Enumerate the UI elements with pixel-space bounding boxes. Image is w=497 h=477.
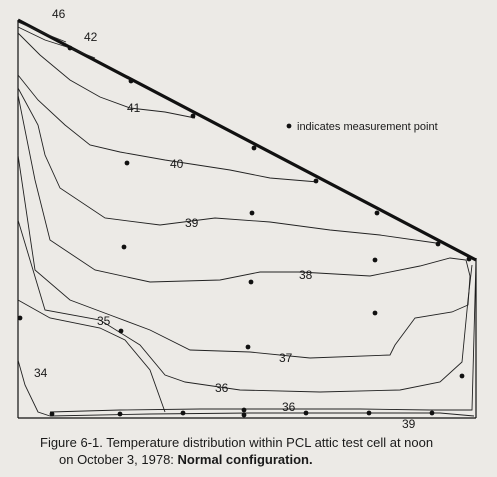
isotherm-35 [17,299,166,413]
isotherm-lines [17,21,477,417]
measurement-point [372,257,378,263]
caption-line-2: on October 3, 1978: Normal configuration… [40,451,490,468]
measurement-point [249,210,255,216]
figure-caption: Figure 6-1. Temperature distribution wit… [40,434,490,468]
contour-label-42: 42 [84,30,98,44]
isotherm-42 [17,26,96,59]
measurement-point [190,113,196,119]
measurement-point [180,410,186,416]
isotherm-39 [17,87,437,244]
contour-label-39-floor: 39 [402,417,416,430]
measurement-point [248,279,254,285]
measurement-point [466,256,472,262]
isotherm-36-floor [49,259,477,413]
attic-temperature-contour-diagram: indicates measurement point 46 42 41 40 … [17,7,477,430]
contour-label-39: 39 [185,216,199,230]
isotherm-36 [17,219,473,393]
measurement-point [429,410,435,416]
measurement-point [241,407,247,413]
measurement-point [245,344,251,350]
contour-label-40: 40 [170,157,184,171]
isotherm-40 [17,74,319,183]
legend-text: indicates measurement point [297,121,438,133]
measurement-point [251,145,257,151]
contour-label-41: 41 [127,101,141,115]
caption-configuration: Normal configuration. [177,452,313,467]
measurement-point [313,178,319,184]
measurement-point [49,411,55,417]
measurement-point [303,410,309,416]
attic-outline [17,20,477,419]
contour-label-36-floor: 36 [282,400,296,414]
legend-marker [286,123,292,129]
measurement-point [128,78,134,84]
measurement-points [17,45,472,418]
caption-line-1: Figure 6-1. Temperature distribution wit… [40,435,434,450]
measurement-point [67,45,73,51]
measurement-point [17,315,23,321]
measurement-point [372,310,378,316]
contour-label-34: 34 [34,366,48,380]
measurement-point [117,411,123,417]
measurement-point [121,244,127,250]
measurement-point [118,328,124,334]
isotherm-41 [17,32,196,119]
contour-label-37: 37 [279,351,293,365]
measurement-point [435,241,441,247]
isotherm-38 [17,94,471,359]
isotherm-39-floor [49,412,475,417]
isotherm-37 [17,154,311,359]
measurement-point [459,373,465,379]
measurement-point [241,412,247,418]
contour-label-36: 36 [215,381,229,395]
measurement-point [124,160,130,166]
contour-label-38: 38 [299,268,313,282]
measurement-point [366,410,372,416]
measurement-point [374,210,380,216]
isotherm-46 [17,21,67,43]
contour-label-35: 35 [97,314,111,328]
caption-date: on October 3, 1978: [59,452,178,467]
isotherm-34 [17,359,51,417]
attic-roof [17,18,477,262]
contour-label-46: 46 [52,7,66,21]
